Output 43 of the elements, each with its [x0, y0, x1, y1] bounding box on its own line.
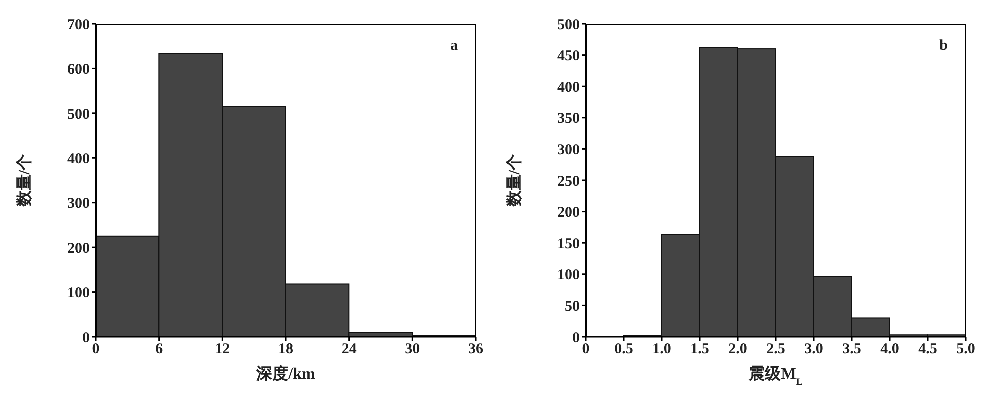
annotation: a [450, 38, 458, 55]
y-tick-label: 150 [558, 236, 580, 252]
y-tick-label: 400 [68, 151, 90, 168]
x-tick-label: 30 [405, 342, 420, 358]
x-tick-label: 6 [156, 342, 164, 358]
y-tick-label: 600 [68, 62, 90, 78]
y-tick-label: 500 [558, 17, 580, 34]
x-axis-title: 深度/km [256, 364, 316, 383]
x-tick-label: 1.0 [652, 342, 672, 358]
x-tick-label: 12 [215, 342, 230, 358]
x-tick-label: 1.5 [690, 342, 710, 358]
y-tick-label: 100 [558, 268, 580, 284]
x-tick-label: 0 [582, 342, 590, 358]
x-tick-label: 4.5 [918, 342, 938, 358]
y-axis-title: 数量/个 [506, 153, 524, 208]
y-tick-label: 100 [68, 286, 90, 302]
y-tick-label: 700 [68, 17, 90, 34]
x-tick-label: 0 [92, 342, 100, 358]
y-tick-label: 0 [572, 330, 580, 346]
y-tick-label: 400 [558, 80, 580, 96]
y-tick-label: 300 [68, 196, 90, 212]
y-tick-label: 50 [565, 299, 580, 316]
y-tick-label: 200 [558, 205, 580, 222]
x-tick-label: 3.5 [842, 342, 862, 358]
x-tick-label: 0.5 [614, 342, 634, 358]
x-tick-label: 36 [468, 342, 484, 358]
y-tick-label: 0 [82, 330, 90, 346]
x-axis-title: 震级M$_{L}$ [748, 365, 803, 388]
y-tick-label: 200 [68, 240, 90, 257]
y-tick-label: 350 [558, 111, 580, 128]
x-tick-label: 18 [278, 342, 294, 358]
x-tick-label: 3.0 [804, 342, 824, 358]
x-tick-label: 24 [342, 342, 358, 358]
y-axis-title: 数量/个 [16, 153, 34, 208]
y-tick-label: 250 [558, 174, 580, 190]
x-tick-label: 5.0 [956, 342, 976, 358]
y-tick-label: 450 [558, 48, 580, 65]
x-tick-label: 4.0 [880, 342, 900, 358]
y-tick-label: 500 [68, 106, 90, 123]
x-tick-label: 2.5 [766, 342, 786, 358]
y-tick-label: 300 [558, 142, 580, 159]
x-tick-label: 2.0 [728, 342, 748, 358]
annotation: b [940, 38, 948, 55]
